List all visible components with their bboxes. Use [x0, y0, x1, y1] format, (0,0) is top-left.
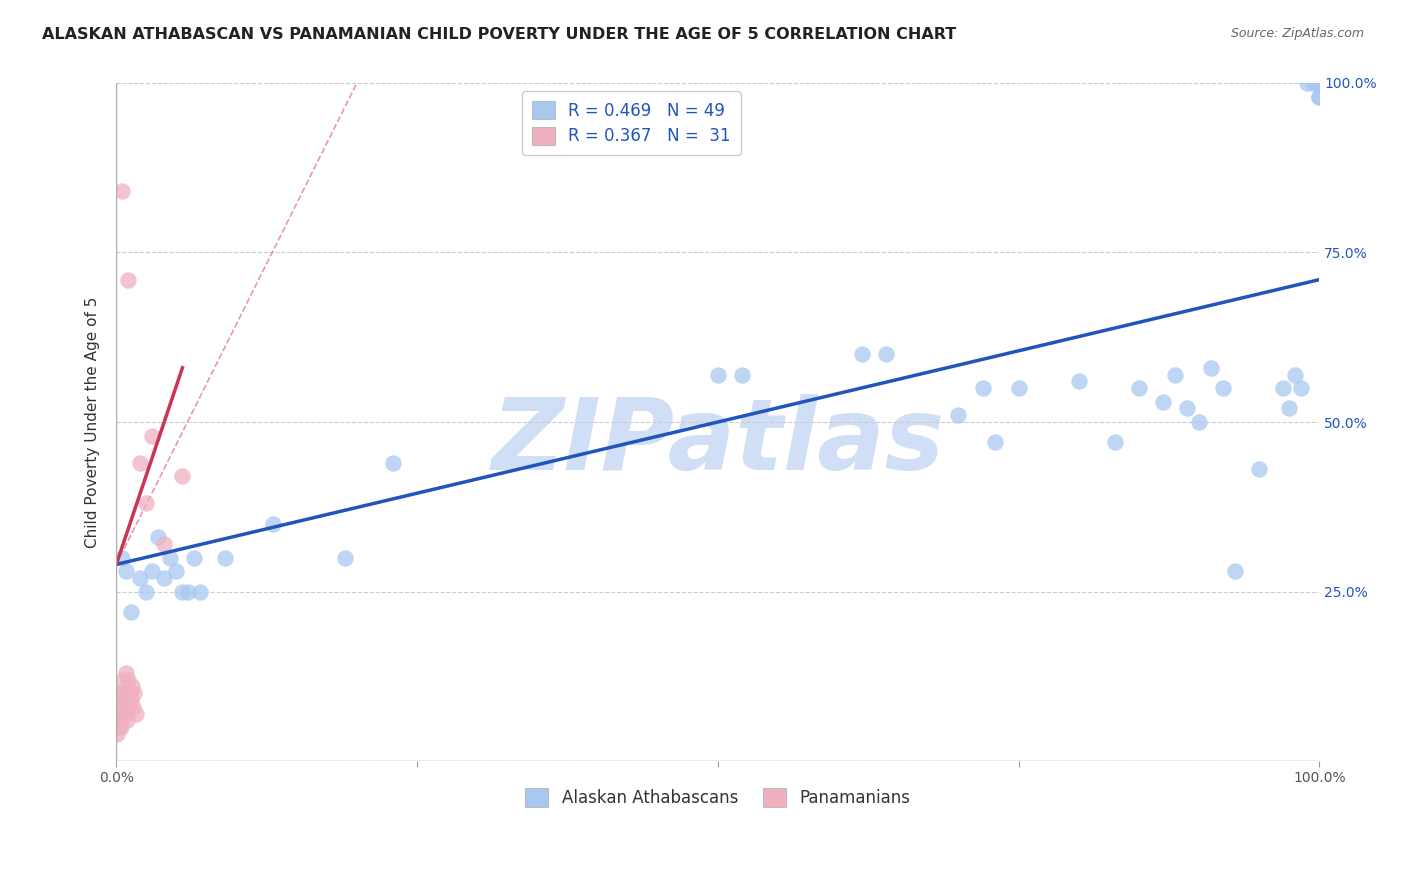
Point [129, 456, 152, 470]
Point [1128, 381, 1150, 395]
Point [172, 469, 194, 483]
Point [108, 714, 131, 728]
Point [124, 706, 146, 721]
Point [115, 686, 138, 700]
Point [120, 605, 142, 619]
Point [875, 347, 897, 361]
Point [1308, 76, 1330, 90]
Point [1308, 76, 1330, 90]
Point [153, 537, 176, 551]
Point [108, 686, 131, 700]
Point [112, 673, 135, 687]
Point [141, 428, 163, 442]
Point [1199, 360, 1222, 375]
Point [153, 571, 176, 585]
Point [1212, 381, 1234, 395]
Point [111, 185, 134, 199]
Point [1308, 89, 1330, 103]
Point [115, 665, 138, 680]
Point [114, 706, 136, 721]
Point [1272, 381, 1295, 395]
Point [1249, 462, 1271, 476]
Point [1291, 381, 1313, 395]
Point [114, 686, 136, 700]
Point [1188, 415, 1211, 429]
Point [110, 720, 132, 734]
Point [129, 571, 152, 585]
Point [1104, 435, 1126, 450]
Point [141, 564, 163, 578]
Point [117, 272, 139, 286]
Point [135, 584, 157, 599]
Point [177, 584, 200, 599]
Point [1067, 374, 1090, 388]
Point [214, 550, 236, 565]
Point [159, 550, 181, 565]
Point [107, 714, 129, 728]
Point [172, 584, 194, 599]
Point [333, 550, 356, 565]
Point [115, 714, 138, 728]
Point [117, 673, 139, 687]
Text: Source: ZipAtlas.com: Source: ZipAtlas.com [1230, 27, 1364, 40]
Point [148, 530, 170, 544]
Point [110, 693, 132, 707]
Point [1308, 89, 1330, 103]
Point [112, 699, 135, 714]
Point [1306, 76, 1329, 90]
Point [1152, 394, 1174, 409]
Point [183, 550, 205, 565]
Point [118, 686, 141, 700]
Point [107, 720, 129, 734]
Point [107, 727, 129, 741]
Point [972, 381, 994, 395]
Point [190, 584, 212, 599]
Point [107, 699, 129, 714]
Point [1175, 401, 1198, 416]
Point [135, 496, 157, 510]
Point [1296, 76, 1319, 90]
Point [111, 706, 134, 721]
Point [111, 686, 134, 700]
Point [165, 564, 187, 578]
Point [115, 693, 138, 707]
Point [1308, 76, 1330, 90]
Point [1302, 76, 1324, 90]
Point [707, 368, 730, 382]
Point [382, 456, 405, 470]
Point [262, 516, 284, 531]
Point [1284, 368, 1306, 382]
Point [111, 550, 134, 565]
Point [731, 368, 754, 382]
Point [122, 699, 145, 714]
Point [983, 435, 1005, 450]
Point [124, 686, 146, 700]
Point [1278, 401, 1301, 416]
Point [120, 693, 142, 707]
Point [851, 347, 873, 361]
Point [1164, 368, 1187, 382]
Legend: Alaskan Athabascans, Panamanians: Alaskan Athabascans, Panamanians [519, 781, 917, 814]
Point [121, 680, 143, 694]
Y-axis label: Child Poverty Under the Age of 5: Child Poverty Under the Age of 5 [86, 296, 100, 548]
Point [1008, 381, 1031, 395]
Text: ALASKAN ATHABASCAN VS PANAMANIAN CHILD POVERTY UNDER THE AGE OF 5 CORRELATION CH: ALASKAN ATHABASCAN VS PANAMANIAN CHILD P… [42, 27, 956, 42]
Point [1225, 564, 1247, 578]
Text: ZIPatlas: ZIPatlas [491, 394, 945, 491]
Point [117, 699, 139, 714]
Point [948, 409, 970, 423]
Point [115, 564, 138, 578]
